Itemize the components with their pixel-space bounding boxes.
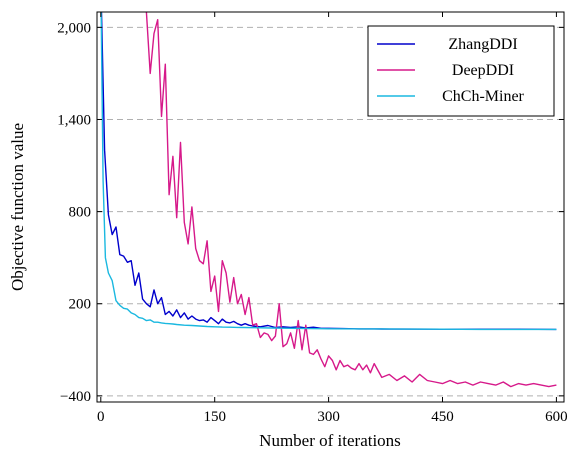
x-tick-label: 300 — [317, 409, 340, 425]
series-lines — [100, 12, 557, 388]
y-tick-label: 1,400 — [57, 112, 91, 128]
plot-area-frame — [96, 11, 565, 403]
series-line-deepddi — [145, 12, 557, 388]
y-tick-label: 200 — [69, 297, 92, 313]
axis-ticks: −400 200 800 1,400 2,000 0 150 300 450 600 — [57, 12, 568, 425]
legend: ZhangDDI DeepDDI ChCh-Miner — [367, 25, 555, 117]
y-tick-label: 800 — [69, 205, 92, 221]
grid-lines — [97, 26, 564, 397]
x-tick-label: 0 — [97, 409, 105, 425]
y-tick-label: 2,000 — [57, 20, 91, 36]
y-axis-label: Objective function value — [8, 123, 27, 291]
x-tick-label: 600 — [545, 409, 568, 425]
y-tick-label: −400 — [60, 389, 91, 405]
x-axis-label: Number of iterations — [259, 431, 401, 450]
legend-label-deepddi: DeepDDI — [452, 62, 514, 79]
x-tick-label: 450 — [431, 409, 454, 425]
x-tick-label: 150 — [203, 409, 226, 425]
legend-box — [367, 25, 555, 117]
legend-label-zhangddi: ZhangDDI — [448, 36, 517, 53]
series-line-chch-miner — [100, 12, 557, 331]
legend-label-chch-miner: ChCh-Miner — [442, 88, 524, 105]
